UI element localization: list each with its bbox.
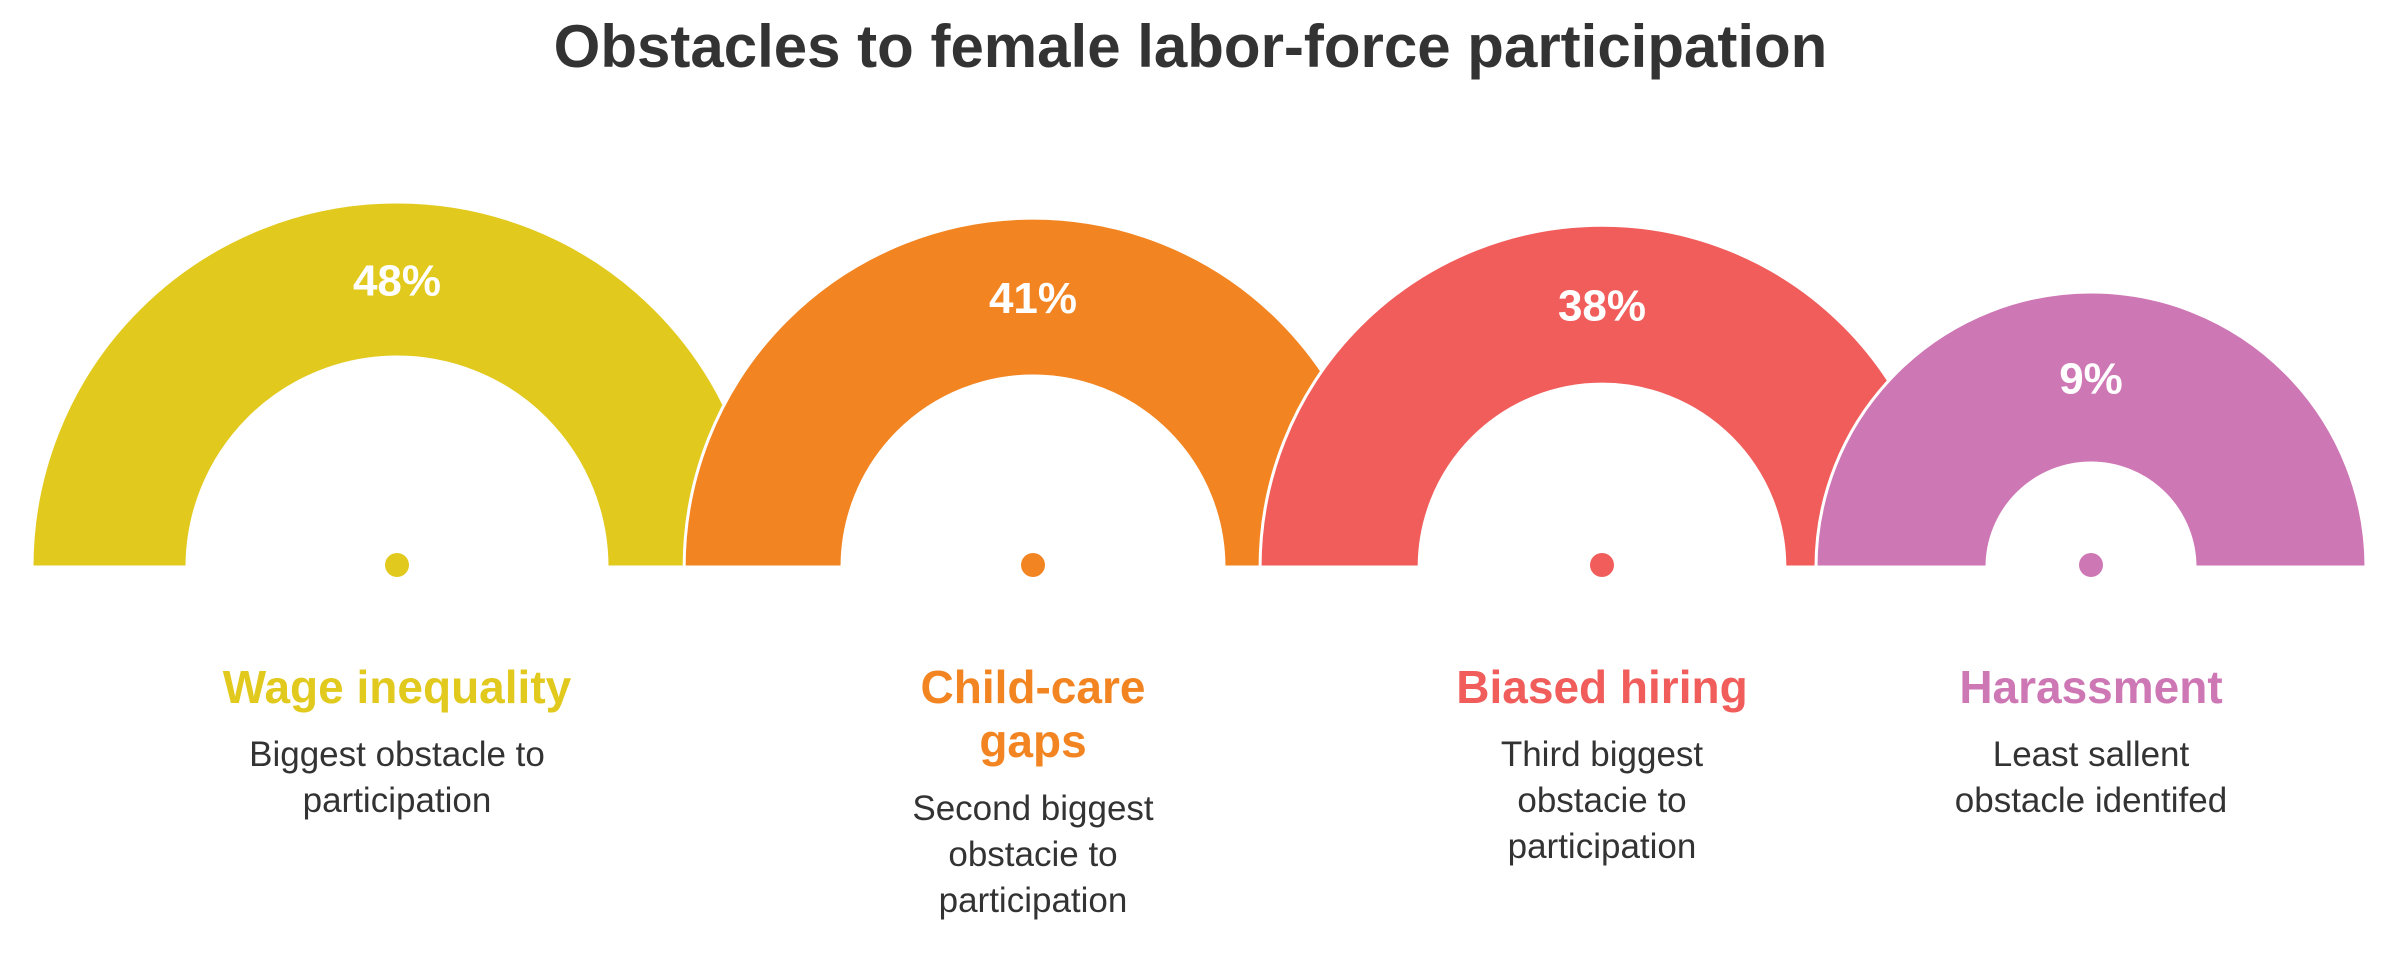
- center-dot: [1021, 553, 1045, 577]
- center-dot: [385, 553, 409, 577]
- category-block: Child-care gaps Second biggest obstacie t…: [868, 660, 1198, 924]
- value-label: 9%: [2059, 355, 2123, 404]
- category-name: Biased hiring: [1456, 661, 1748, 713]
- category-block: Harassment Least sallent obstacle identif…: [1931, 660, 2251, 824]
- value-label: 41%: [989, 274, 1077, 323]
- arc-group-1: 48%: [30, 200, 764, 577]
- semicircle-bar: [1260, 225, 1944, 567]
- category-description: Third biggest obstacie to participation: [1500, 735, 1704, 866]
- category-name: Wage inequality: [222, 661, 572, 713]
- chart-title: Obstacles to female labor-force particip…: [553, 13, 1828, 80]
- category-name: Harassment: [1959, 661, 2223, 713]
- center-dot: [2079, 553, 2103, 577]
- category-name: Child-care gaps: [920, 661, 1146, 767]
- category-description: Least sallent obstacle identifed: [1954, 735, 2228, 820]
- value-label: 48%: [353, 257, 441, 306]
- center-dot: [1590, 553, 1614, 577]
- arc-group-4: 9%: [1814, 290, 2368, 577]
- category-block: Biased hiring Third biggest obstacie to p…: [1452, 660, 1752, 870]
- category-description: Second biggest obstacie to participation: [912, 789, 1154, 920]
- category-block: Wage inequality Biggest obstacle to parti…: [207, 660, 587, 824]
- semicircle-bar: [1814, 290, 2368, 569]
- value-label: 38%: [1558, 282, 1646, 331]
- category-description: Biggest obstacle to participation: [249, 735, 545, 820]
- arc-group-3: 38%: [1260, 225, 1944, 577]
